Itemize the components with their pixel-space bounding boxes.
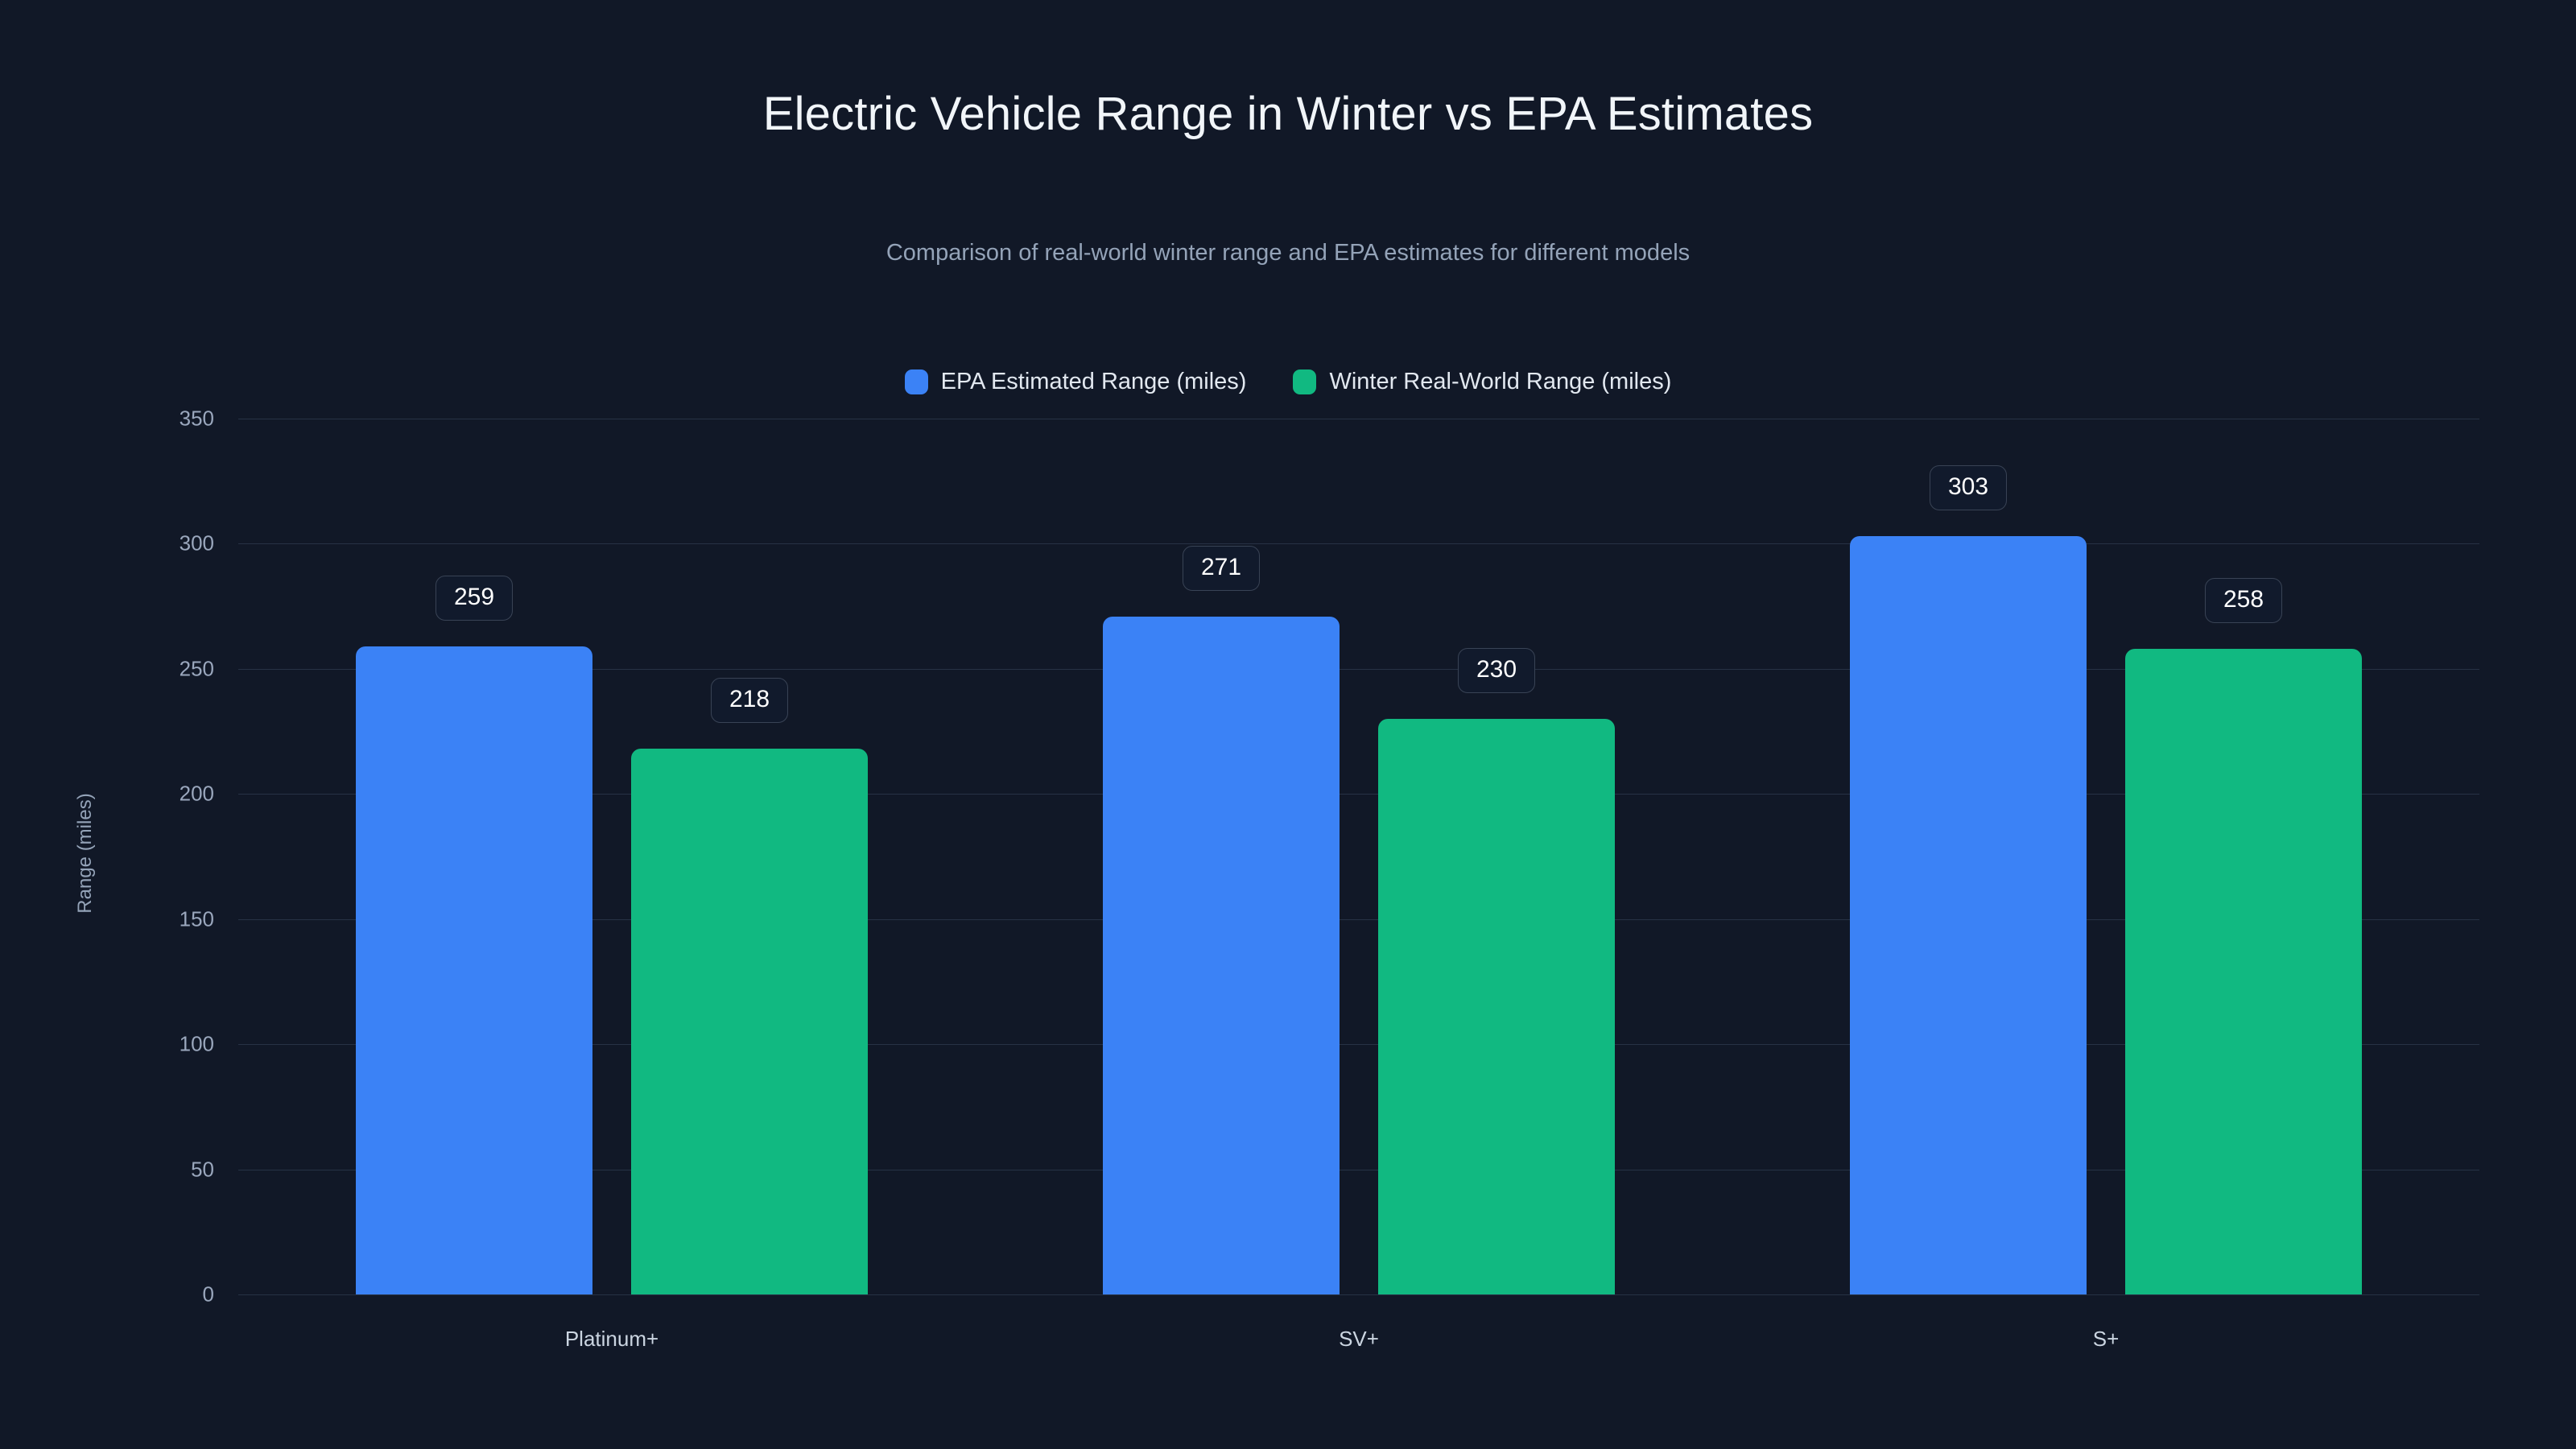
legend-label-winter: Winter Real-World Range (miles)	[1329, 369, 1672, 394]
chart-title: Electric Vehicle Range in Winter vs EPA …	[762, 88, 1814, 140]
bar-value-label: 259	[435, 575, 514, 621]
bar-value-label: 230	[1457, 648, 1536, 694]
gridline	[238, 1294, 2479, 1295]
legend-item-winter[interactable]: Winter Real-World Range (miles)	[1293, 369, 1671, 395]
y-axis-title: Range (miles)	[74, 793, 96, 914]
legend-swatch-icon-epa	[904, 369, 928, 394]
bar[interactable]	[1378, 719, 1615, 1294]
chart-subtitle: Comparison of real-world winter range an…	[886, 240, 1690, 266]
bar[interactable]	[1103, 616, 1340, 1294]
x-axis-tick-label: SV+	[1339, 1327, 1379, 1351]
bar-value-label: 303	[1929, 465, 2008, 511]
x-axis-tick-label: S+	[2092, 1327, 2120, 1351]
gridline	[238, 543, 2479, 545]
bar-value-label: 258	[2204, 577, 2283, 623]
legend-item-epa[interactable]: EPA Estimated Range (miles)	[904, 369, 1247, 395]
gridline	[238, 668, 2479, 670]
y-axis-tick-label: 50	[191, 1157, 214, 1182]
bar[interactable]	[356, 646, 592, 1294]
bar-value-label: 218	[710, 678, 789, 724]
y-axis-tick-label: 200	[179, 781, 214, 806]
bar[interactable]	[631, 749, 868, 1294]
legend-label-epa: EPA Estimated Range (miles)	[940, 369, 1247, 394]
y-axis-tick-label: 100	[179, 1031, 214, 1056]
bar[interactable]	[1850, 536, 2087, 1294]
chart-legend: EPA Estimated Range (miles) Winter Real-…	[0, 369, 2576, 395]
bar[interactable]	[2125, 649, 2362, 1294]
y-axis-tick-label: 150	[179, 906, 214, 931]
y-axis-tick-label: 350	[179, 406, 214, 431]
y-axis-tick-label: 300	[179, 530, 214, 555]
gridline	[238, 794, 2479, 795]
bar-value-label: 271	[1182, 545, 1261, 591]
gridline	[238, 1044, 2479, 1046]
legend-swatch-icon-winter	[1293, 369, 1317, 394]
plot-area: 259 218 Platinum+ 271 230 SV+ 303 258 S+	[238, 419, 2479, 1351]
gridline	[238, 919, 2479, 920]
y-axis-tick-label: 250	[179, 656, 214, 681]
x-axis-tick-label: Platinum+	[564, 1327, 659, 1351]
y-axis-tick-label: 0	[202, 1282, 214, 1307]
